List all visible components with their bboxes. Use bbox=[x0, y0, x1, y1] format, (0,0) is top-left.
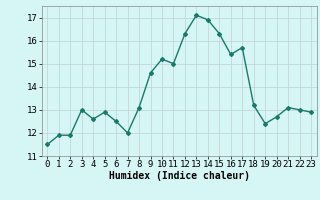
X-axis label: Humidex (Indice chaleur): Humidex (Indice chaleur) bbox=[109, 171, 250, 181]
